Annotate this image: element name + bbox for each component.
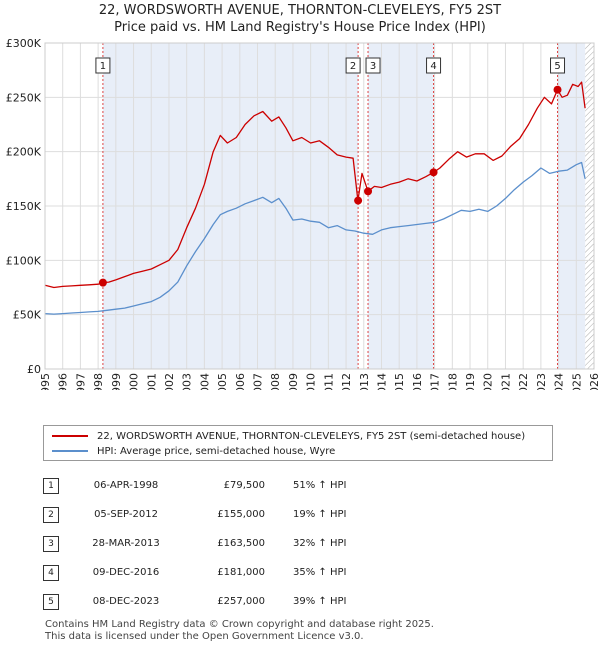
sale-price: £163,500 [217, 538, 265, 549]
x-tick-label: 2006 [234, 373, 247, 390]
x-tick-label: 2015 [393, 373, 406, 390]
x-tick-label: 2016 [411, 373, 424, 390]
y-tick-label: £150K [6, 200, 42, 213]
x-tick-label: 2010 [305, 373, 318, 390]
sale-label-box [95, 57, 111, 74]
plot-border [44, 42, 595, 370]
sale-price: £257,000 [217, 596, 265, 607]
sale-number-box: 2 [43, 506, 59, 523]
x-tick-label: 2007 [252, 373, 265, 390]
legend-swatch-price [52, 435, 88, 437]
sale-label-box [426, 57, 442, 74]
chart-title-line2: Price paid vs. HM Land Registry's House … [114, 20, 486, 35]
sale-date: 09-DEC-2016 [92, 567, 160, 578]
sale-point [364, 187, 373, 196]
sale-date: 05-SEP-2012 [94, 509, 158, 520]
table-row: 5 08-DEC-2023 £257,000 39% ↑ HPI [43, 587, 413, 616]
y-tick-label: £100K [6, 254, 42, 267]
sale-point [98, 278, 107, 287]
sale-date: 08-DEC-2023 [92, 596, 160, 607]
y-tick-label: £0 [27, 363, 41, 376]
x-tick-label: 2019 [464, 373, 477, 390]
sale-label: 5 [554, 61, 560, 72]
x-tick-label: 2003 [181, 373, 194, 390]
price-chart: £0 £50K £100K £150K £200K £250K £300K 1995 1996 1… [6, 37, 600, 390]
legend-item-hpi: HPI: Average price, semi-detached house,… [52, 444, 335, 458]
x-tick-label: 2022 [517, 373, 530, 390]
y-tick-label: £200K [6, 146, 42, 159]
sale-label: 3 [370, 61, 376, 72]
x-tick-label: 2004 [198, 373, 211, 390]
table-row: 3 28-MAR-2013 £163,500 32% ↑ HPI [43, 529, 413, 558]
legend: 22, WORDSWORTH AVENUE, THORNTON-CLEVELEY… [43, 425, 553, 461]
sale-date: 06-APR-1998 [93, 480, 159, 491]
sales-table: 1 06-APR-1998 £79,500 51% ↑ HPI 2 05-SEP… [43, 471, 413, 616]
x-tick-label: 2008 [269, 373, 282, 390]
x-tick-label: 2009 [287, 373, 300, 390]
sale-label-box [345, 57, 361, 74]
x-tick-label: 1996 [57, 373, 70, 390]
y-tick-label: £300K [6, 37, 42, 50]
sale-point [354, 196, 363, 205]
sale-hpi-diff: 51% ↑ HPI [293, 480, 347, 491]
x-tick-label: 2000 [128, 373, 141, 390]
legend-label-price: 22, WORDSWORTH AVENUE, THORNTON-CLEVELEY… [97, 430, 526, 442]
sale-number-box: 1 [43, 477, 59, 494]
sale-hpi-diff: 32% ↑ HPI [293, 538, 347, 549]
footer-copyright: Contains HM Land Registry data © Crown c… [45, 619, 434, 630]
x-tick-label: 2021 [499, 373, 512, 390]
x-tick-label: 2020 [482, 373, 495, 390]
sale-label-box [550, 57, 566, 74]
x-tick-label: 2017 [429, 373, 442, 390]
footer-licence: This data is licensed under the Open Gov… [45, 631, 364, 642]
y-tick-label: £250K [6, 91, 42, 104]
sale-price: £155,000 [217, 509, 265, 520]
x-tick-label: 2014 [375, 373, 388, 390]
x-tick-label: 2024 [553, 373, 566, 390]
sale-number-box: 3 [43, 535, 59, 552]
sale-label-box [365, 57, 381, 74]
x-tick-label: 2001 [145, 373, 158, 390]
table-row: 4 09-DEC-2016 £181,000 35% ↑ HPI [43, 558, 413, 587]
x-tick-label: 2012 [340, 373, 353, 390]
table-row: 1 06-APR-1998 £79,500 51% ↑ HPI [43, 471, 413, 500]
x-tick-label: 2013 [358, 373, 371, 390]
sale-number-box: 5 [43, 593, 59, 610]
x-tick-label: 2005 [216, 373, 229, 390]
table-row: 2 05-SEP-2012 £155,000 19% ↑ HPI [43, 500, 413, 529]
x-tick-label: 2025 [570, 373, 583, 390]
x-tick-label: 2011 [322, 373, 335, 390]
sale-hpi-diff: 19% ↑ HPI [293, 509, 347, 520]
sale-label: 1 [100, 61, 106, 72]
x-tick-label: 2002 [163, 373, 176, 390]
sale-date: 28-MAR-2013 [92, 538, 160, 549]
chart-title-line1: 22, WORDSWORTH AVENUE, THORNTON-CLEVELEY… [98, 3, 502, 18]
sale-number-box: 4 [43, 564, 59, 581]
sale-point [553, 85, 562, 94]
sale-price: £79,500 [223, 480, 265, 491]
x-tick-label: 2023 [535, 373, 548, 390]
sale-price: £181,000 [217, 567, 265, 578]
legend-label-hpi: HPI: Average price, semi-detached house,… [97, 445, 336, 457]
y-tick-label: £50K [13, 309, 42, 322]
x-tick-label: 1997 [74, 373, 87, 390]
legend-item-price: 22, WORDSWORTH AVENUE, THORNTON-CLEVELEY… [52, 429, 525, 443]
sale-label: 2 [350, 61, 356, 72]
price-series-line [44, 81, 586, 289]
legend-swatch-hpi [52, 450, 88, 452]
sale-point [429, 168, 438, 177]
sale-hpi-diff: 39% ↑ HPI [293, 596, 347, 607]
sale-hpi-diff: 35% ↑ HPI [293, 567, 347, 578]
x-tick-label: 1999 [110, 373, 123, 390]
x-tick-label: 1995 [39, 373, 52, 390]
x-tick-label: 2018 [446, 373, 459, 390]
footer: Contains HM Land Registry data © Crown c… [45, 619, 434, 643]
hpi-series-line [44, 161, 586, 315]
x-tick-label: 2026 [588, 373, 600, 390]
sale-label: 4 [430, 61, 436, 72]
x-tick-label: 1998 [92, 373, 105, 390]
